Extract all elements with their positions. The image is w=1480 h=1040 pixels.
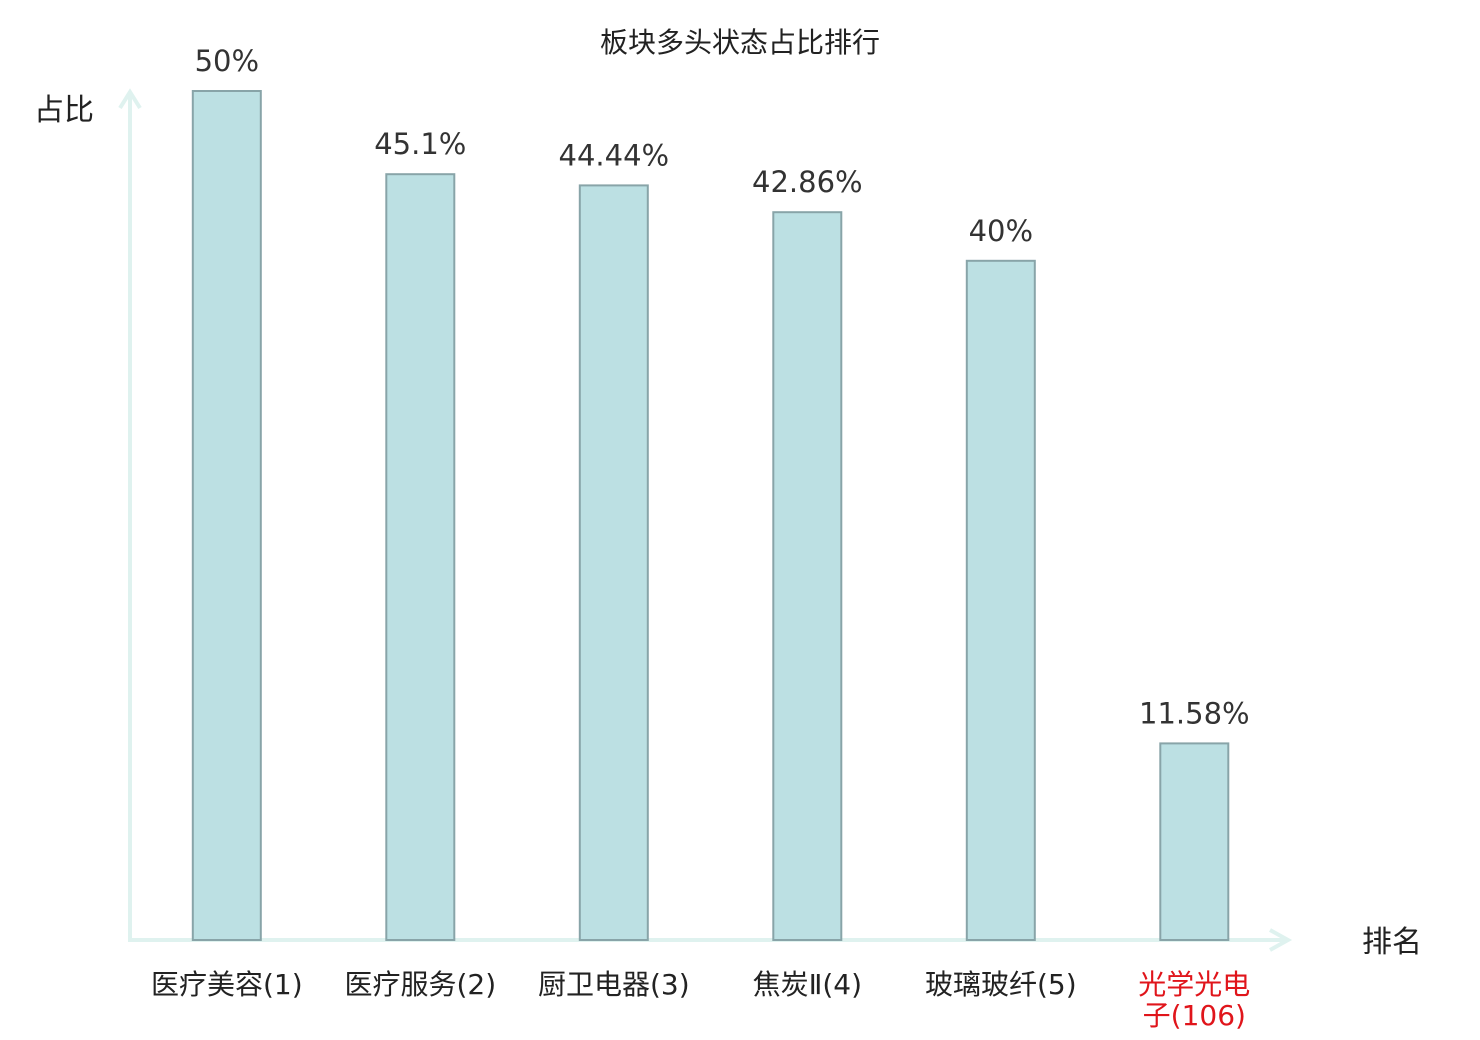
- x-axis: 排名: [128, 925, 1422, 960]
- x-tick-label: 医疗美容(1): [151, 968, 303, 1001]
- y-axis-arrow-icon: [118, 88, 142, 110]
- bar: [578, 184, 649, 941]
- x-tick-label: 医疗服务(2): [344, 968, 496, 1001]
- bar-value-label: 50%: [195, 44, 259, 78]
- bar: [772, 211, 843, 941]
- x-tick-label: 焦炭Ⅱ(4): [753, 968, 862, 1001]
- value-labels: 50% 45.1% 44.44% 42.86% 40% 11.58%: [195, 44, 1250, 730]
- category-labels: 医疗美容(1) 医疗服务(2) 厨卫电器(3) 焦炭Ⅱ(4) 玻璃玻纤(5) 光学光电子(…: [151, 968, 1250, 1032]
- x-axis-title: 排名: [1362, 925, 1422, 960]
- bar-value-label: 45.1%: [374, 127, 466, 161]
- bar-value-label: 11.58%: [1139, 696, 1250, 730]
- bar: [385, 173, 456, 941]
- bar-value-label: 42.86%: [752, 165, 863, 199]
- y-axis: 占比: [34, 88, 142, 940]
- x-tick-label: 玻璃玻纤(5): [925, 968, 1077, 1001]
- bar: [965, 259, 1036, 941]
- bar-series: [191, 90, 1230, 942]
- x-tick-label: 厨卫电器(3): [538, 968, 690, 1001]
- bar: [1159, 742, 1230, 942]
- chart-title: 板块多头状态占比排行: [600, 26, 880, 59]
- x-tick-label: 光学光电: [1138, 968, 1250, 1001]
- bar-value-label: 40%: [969, 214, 1033, 248]
- y-axis-title: 占比: [34, 93, 94, 128]
- x-axis-arrow-icon: [1269, 928, 1293, 952]
- bar: [191, 90, 262, 941]
- x-tick-label-line2: 子(106): [1143, 999, 1246, 1032]
- bar-value-label: 44.44%: [559, 138, 670, 172]
